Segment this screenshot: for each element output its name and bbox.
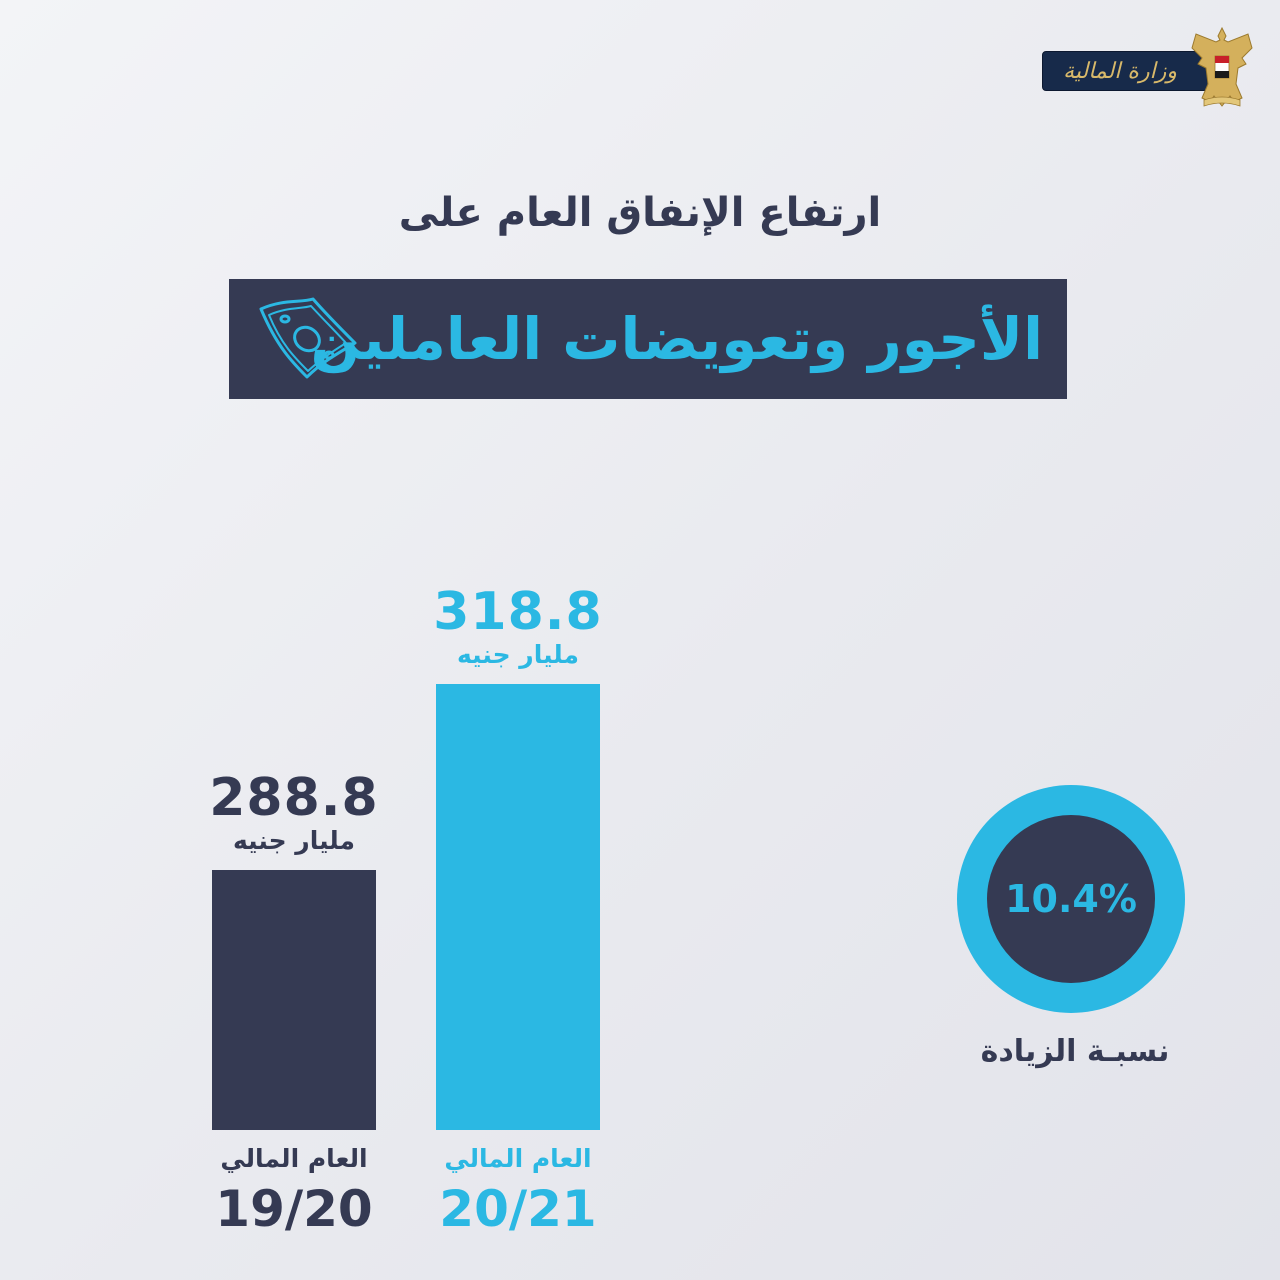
increase-label: نسبـة الزيادة xyxy=(980,1034,1170,1069)
category-label: العام المالي xyxy=(220,1144,368,1173)
bar-unit-label: مليار جنيه xyxy=(457,640,579,669)
eagle-emblem-icon xyxy=(1191,26,1253,107)
increase-ring-center: 10.4% xyxy=(987,815,1155,983)
bar-unit-label: مليار جنيه xyxy=(233,826,355,855)
increase-ring: 10.4% xyxy=(957,785,1185,1013)
category-year: 19/20 xyxy=(215,1180,373,1238)
increase-value: 10.4% xyxy=(1005,877,1137,921)
logo-banner: وزارة المالية xyxy=(1042,51,1212,91)
bar-2 xyxy=(436,684,600,1130)
category-year: 20/21 xyxy=(439,1180,597,1238)
bar-1 xyxy=(212,870,376,1130)
logo-text: وزارة المالية xyxy=(1063,58,1177,84)
page-title: الأجور وتعويضات العاملين xyxy=(310,305,1043,373)
page-subtitle: ارتفاع الإنفاق العام على xyxy=(398,190,882,236)
bar-value-label: 288.8 xyxy=(209,768,379,828)
category-label: العام المالي xyxy=(444,1144,592,1173)
bar-value-label: 318.8 xyxy=(433,582,603,642)
title-banner: الأجور وتعويضات العاملين xyxy=(229,279,1067,399)
ministry-logo: وزارة المالية xyxy=(1040,24,1254,110)
money-bill-icon xyxy=(259,297,357,379)
